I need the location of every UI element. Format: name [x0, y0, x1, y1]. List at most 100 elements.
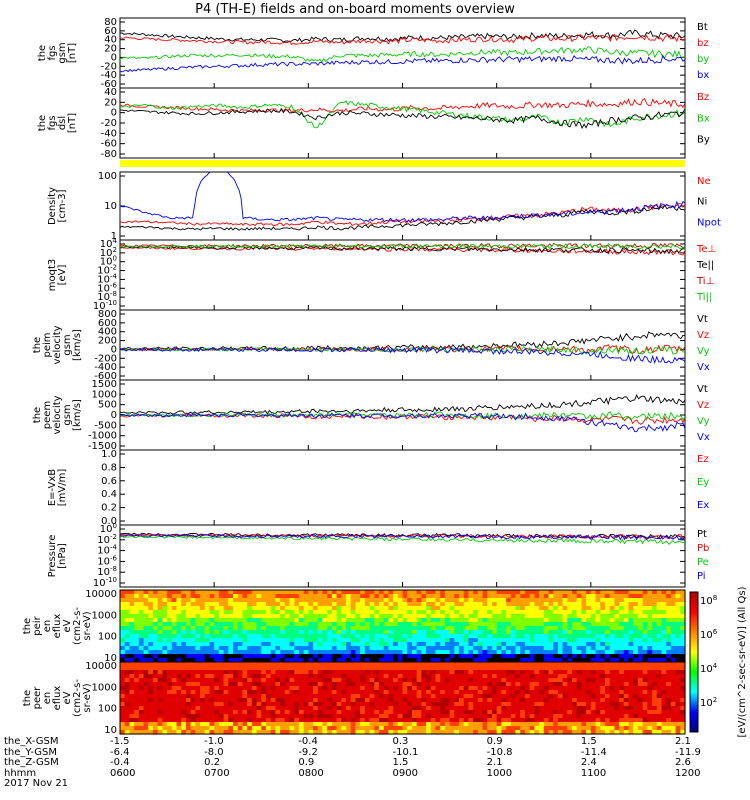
y-tick-label: -1500: [88, 441, 117, 452]
y-tick-label: 100: [100, 255, 117, 268]
y-tick-label: 0.0: [101, 516, 117, 527]
panel-frame: [119, 87, 686, 159]
series-line-bt: [120, 29, 685, 43]
y-tick-label: -1000: [88, 431, 117, 442]
footer-cell: 0.3: [392, 736, 409, 747]
legend-vt: Vt: [697, 384, 708, 395]
legend-bx: bx: [697, 70, 709, 81]
y-tick-label: 10-6: [97, 554, 117, 567]
y-tick-label: 10-2: [97, 533, 117, 546]
footer-cell: 0900: [392, 767, 418, 779]
y-tick-label: 1000: [92, 682, 117, 693]
legend-vy: Vy: [697, 346, 710, 357]
y-axis-title: E=-VxB[mV/m]: [47, 469, 68, 507]
y-tick-label: 10: [104, 653, 117, 664]
y-tick-label: 1.0: [101, 449, 117, 460]
y-axis-title: Density[cm-3]: [47, 187, 68, 225]
footer-cell: -0.4: [110, 757, 130, 768]
y-tick-label: 10-8: [97, 290, 117, 303]
y-tick-label: 800: [98, 309, 117, 320]
legend-vz: Vz: [697, 400, 709, 411]
y-tick-label: 100: [100, 522, 117, 535]
footer-cell: 2.6: [675, 757, 691, 768]
legend-pt: Pt: [697, 529, 707, 540]
legend-te: Te||: [696, 260, 714, 271]
y-tick-label: 60: [104, 26, 117, 37]
y-tick-label: 1000: [92, 389, 117, 400]
y-tick-label: 80: [104, 17, 117, 28]
y-tick-label: -500: [94, 420, 117, 431]
y-tick-label: 40: [104, 35, 117, 46]
footer-row: hhmm 0600 0700 0800 0900 1000 1100 1200: [4, 768, 700, 780]
legend-by: by: [697, 54, 709, 65]
legend-bz: Bz: [697, 92, 709, 103]
footer-cell: -11.4: [580, 746, 607, 758]
panel-frame: [119, 309, 686, 381]
y-tick-label: 500: [98, 400, 117, 411]
series-line-vt: [120, 331, 685, 352]
footer-cell: -9.2: [298, 746, 318, 758]
footer-cell: 0.2: [204, 757, 221, 768]
footer-cell: 0.9: [486, 736, 503, 747]
y-tick-label: 20: [104, 44, 117, 55]
legend-ti: Ti||: [696, 292, 712, 303]
legend-bx: Bx: [697, 113, 710, 124]
panel-frame: [119, 17, 686, 89]
footer-cell: -1.0: [204, 736, 224, 747]
series-line-by: [120, 108, 685, 130]
y-tick-label: 1500: [92, 379, 117, 390]
footer-cell: 1100: [580, 767, 607, 779]
footer-cell: -11.9: [675, 746, 701, 758]
y-tick-label: 100: [98, 632, 117, 643]
y-tick-label: 1: [111, 231, 117, 242]
y-tick-label: 0: [111, 344, 117, 355]
footer-cell: -6.4: [110, 746, 130, 758]
footer-cell: 1.5: [580, 736, 597, 747]
legend-pb: Pb: [697, 543, 709, 554]
colorbar-tick: 106: [700, 628, 718, 641]
y-tick-label: 400: [98, 327, 117, 338]
footer-date: 2017 Nov 21: [4, 778, 69, 789]
series-line-bx: [120, 54, 685, 73]
footer-cell: 2.4: [580, 757, 597, 768]
series-line-ti: [120, 243, 685, 250]
series-line-ni: [120, 204, 685, 231]
legend-vy: Vy: [697, 416, 710, 427]
footer-cell: -10.1: [392, 746, 419, 758]
panel-frame: [119, 449, 686, 526]
y-tick-label: -40: [101, 70, 117, 81]
colorbar: 108 106 104 102 [eV/(cm^2-sec-sr-eV)] (All Q…: [689, 586, 748, 737]
y-tick-label: 10000: [85, 661, 117, 672]
footer-row: the_X-GSM -1.5 -1.0 -0.4 0.3 0.9 1.5 2.1: [4, 736, 691, 748]
y-tick-label: 20: [104, 97, 117, 108]
legend-vt: Vt: [697, 314, 708, 325]
y-tick-label: 0: [111, 52, 117, 63]
footer-cell: 1.5: [392, 757, 409, 768]
y-tick-label: 104: [100, 237, 118, 250]
footer-row: the_Y-GSM -6.4 -8.0 -9.2 -10.1 -10.8 -11.4 -11.…: [4, 747, 701, 759]
colorbar-label: [eV/(cm^2-sec-sr-eV)] (All Qs): [737, 586, 748, 737]
legend-pi: Pi: [697, 571, 706, 582]
y-tick-label: 600: [98, 318, 117, 329]
y-axis-title: thepeimvelocitygsm[km/s]: [32, 325, 83, 364]
legend-npot: Npot: [697, 217, 721, 228]
series-line-vx: [120, 412, 685, 433]
y-tick-label: 0.6: [101, 476, 117, 487]
y-axis-title: thefgsgsm[nT]: [37, 42, 78, 63]
footer-row-label: the_X-GSM: [4, 736, 59, 747]
y-tick-label: 40: [104, 87, 117, 98]
legend-te: Te⊥: [696, 244, 716, 255]
series-line-bx: [120, 100, 685, 129]
panel-peir_eflux: 10000 1000 100 10 thepeirenefluxeV(cm2-s-sr-…: [22, 589, 686, 664]
footer-cell: 2.1: [675, 736, 691, 747]
y-tick-label: 0.4: [101, 489, 117, 500]
legend-ti: Ti⊥: [696, 276, 714, 287]
panel-frame: [119, 171, 686, 241]
y-tick-label: 0: [111, 108, 117, 119]
footer-row: the_Z-GSM -0.4 0.2 0.9 1.5 2.1 2.4 2.6: [4, 757, 691, 769]
